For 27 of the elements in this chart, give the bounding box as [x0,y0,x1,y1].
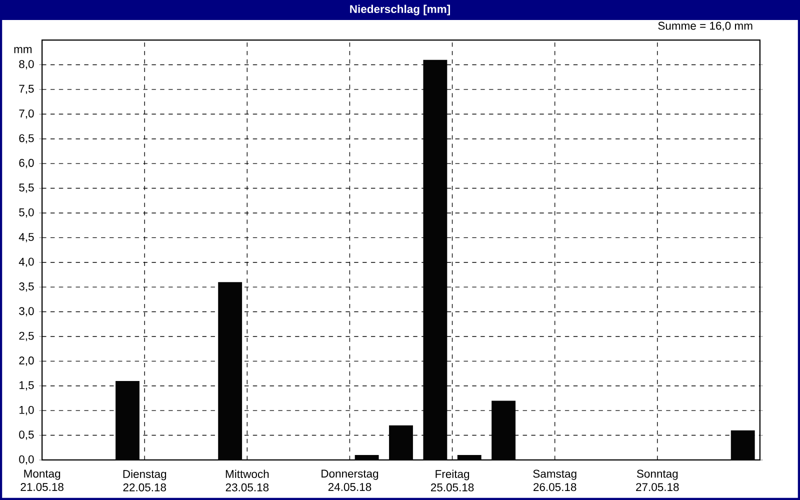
x-tick-label: Sonntag 27.05.18 [636,470,679,492]
y-tick-label: 3,0 [19,307,34,316]
x-tick-label: Montag 21.05.18 [20,470,64,491]
x-tick-label: Freitag 25.05.18 [430,470,474,492]
x-tick-label: Samstag 26.05.18 [533,470,576,492]
y-tick-label: 2,0 [19,356,34,366]
y-tick-label: 1,5 [20,381,34,390]
y-tick-label: 6,0 [19,158,34,168]
y-tick-label: 5,0 [19,208,34,218]
y-tick-label: 7,0 [19,110,34,119]
y-axis-title: mm [14,47,32,54]
y-tick-label: 0,5 [19,430,34,440]
y-tick-label: 5,5 [19,184,34,193]
y-tick-label: 1,0 [20,406,34,416]
y-tick-label: 4,5 [18,233,34,242]
y-tick-label: 6,5 [19,134,34,144]
x-tick-label: Mittwoch 23.05.18 [226,470,269,492]
y-tick-label: 7,5 [19,84,34,94]
y-tick-label: 4,0 [18,258,34,267]
y-tick-label: 0,0 [19,455,34,465]
chart-title: Niederschlag [mm] [350,4,450,16]
x-tick-label: Donnerstag 24.05.18 [322,470,378,491]
text: Summe = 16,0 mm [658,22,752,32]
x-tick-label: Dienstag 22.05.18 [123,470,166,492]
y-tick-label: 8,0 [19,60,34,70]
y-tick-label: 2,5 [19,332,34,342]
y-tick-label: 3,5 [19,282,34,292]
